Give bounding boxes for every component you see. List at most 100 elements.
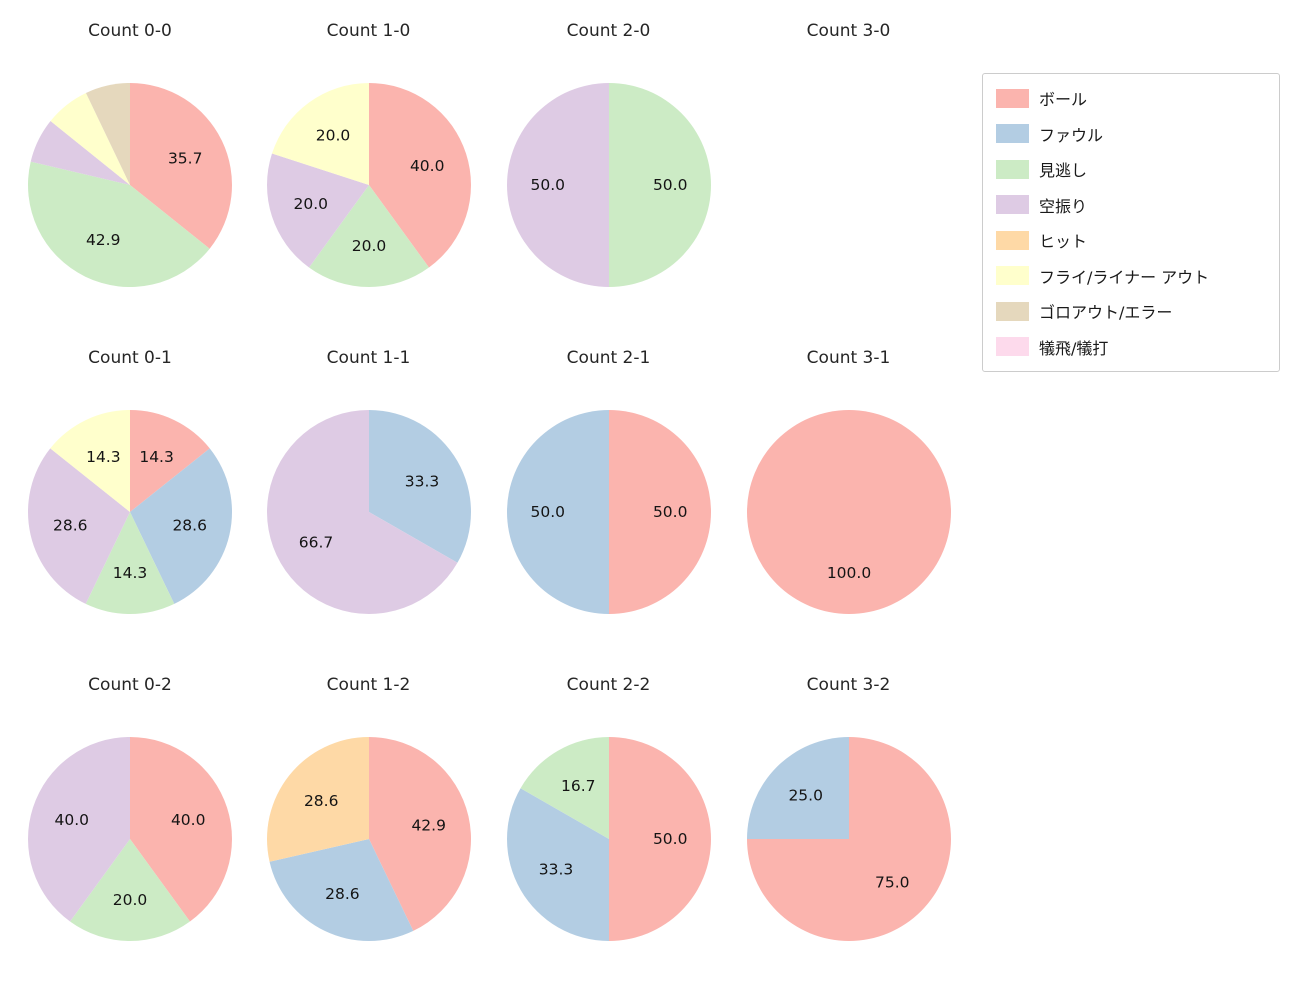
chart-title: Count 0-0	[88, 21, 172, 41]
pie: 40.0 20.0 20.0 20.0	[266, 83, 471, 287]
legend-item: ファウル	[996, 122, 1266, 146]
slice-percentage-label: 20.0	[293, 195, 328, 213]
slice-percentage-label: 33.3	[538, 861, 573, 879]
pie-slice	[506, 788, 609, 941]
pie-slice	[27, 448, 130, 604]
slice-percentage-label: 20.0	[351, 237, 386, 255]
legend-color-swatch	[996, 195, 1029, 214]
slice-percentage-label: 66.7	[298, 534, 333, 552]
pie-slice	[746, 410, 951, 614]
pie-slice	[266, 153, 369, 268]
legend-label: 犠飛/犠打	[1039, 338, 1109, 358]
legend-label: 空振り	[1039, 196, 1088, 216]
pie-slice	[266, 410, 457, 614]
pie-slice	[269, 839, 413, 942]
pie: 50.0 33.3 16.7	[506, 737, 711, 941]
pie: 100.0	[746, 410, 951, 614]
slice-percentage-label: 50.0	[652, 830, 687, 848]
slice-percentage-label: 14.3	[139, 448, 174, 466]
pie-chart-cell: Count 0-2 40.0 20.0 40.0	[10, 671, 250, 959]
legend-color-swatch	[996, 159, 1029, 179]
pie-slice	[70, 839, 190, 941]
pie-chart-cell: Count 0-1 14.3 28.6 14.3 28.6 14.3	[10, 344, 250, 632]
pie-slice	[130, 410, 210, 512]
pie-slice	[368, 410, 471, 563]
slice-percentage-label: 33.3	[404, 472, 439, 490]
chart-title: Count 0-1	[88, 348, 172, 368]
slice-percentage-label: 42.9	[86, 231, 121, 249]
slice-percentage-label: 50.0	[530, 176, 565, 194]
pie-slice	[271, 83, 369, 185]
pie: 14.3 28.6 14.3 28.6 14.3	[27, 410, 233, 615]
slice-percentage-label: 25.0	[788, 787, 823, 805]
pie-chart-cell: Count 2-0 50.0 50.0	[489, 17, 729, 305]
slice-percentage-label: 75.0	[875, 873, 910, 891]
slice-percentage-label: 50.0	[530, 503, 565, 521]
slice-percentage-label: 20.0	[315, 127, 350, 145]
legend-label: ファウル	[1039, 125, 1104, 145]
pie-slice	[368, 737, 471, 931]
legend-label: フライ/ライナー アウト	[1039, 267, 1210, 287]
pie-slice	[28, 737, 131, 922]
legend-label: 見逃し	[1039, 161, 1088, 180]
slice-percentage-label: 20.0	[113, 891, 148, 909]
slice-percentage-label: 100.0	[826, 564, 870, 582]
slice-percentage-label: 14.3	[86, 448, 121, 466]
slice-percentage-label: 40.0	[55, 811, 90, 829]
pie-slice	[506, 83, 609, 287]
chart-title: Count 3-1	[806, 348, 891, 368]
legend-label: ヒット	[1039, 232, 1088, 251]
slice-percentage-label: 40.0	[171, 811, 206, 829]
pie: 50.0 50.0	[506, 83, 711, 287]
pie-slice	[520, 737, 609, 839]
pie-chart-cell: Count 1-0 40.0 20.0 20.0 20.0	[249, 17, 489, 305]
legend-color-swatch	[996, 301, 1029, 321]
legend-item: 見逃し	[996, 157, 1266, 181]
slice-percentage-label: 28.6	[53, 517, 88, 535]
pie-slice	[368, 83, 471, 268]
chart-title: Count 2-1	[566, 348, 651, 368]
slice-percentage-label: 50.0	[652, 503, 687, 521]
pie-chart-cell: Count 1-2 42.9 28.6 28.6	[249, 671, 489, 959]
slice-percentage-label: 40.0	[409, 157, 444, 175]
pie-slice	[30, 121, 130, 185]
pie-slice	[85, 83, 130, 185]
slice-percentage-label: 28.6	[303, 792, 338, 810]
pie-slice	[608, 410, 711, 614]
legend-item: 犠飛/犠打	[996, 335, 1266, 359]
legend-item: フライ/ライナー アウト	[996, 264, 1266, 288]
legend-color-swatch	[996, 88, 1029, 108]
chart-title: Count 0-2	[88, 675, 172, 695]
chart-title: Count 1-0	[326, 21, 411, 41]
slice-percentage-label: 28.6	[172, 517, 207, 535]
slice-percentage-label: 28.6	[325, 885, 360, 903]
chart-title: Count 1-2	[326, 675, 411, 695]
legend-label: ゴロアウト/エラー	[1039, 303, 1173, 322]
legend-item: ヒット	[996, 228, 1266, 252]
legend: ボール ファウル 見逃し 空振り ヒット フライ/ライナー アウト ゴロアウト/エラー 犠飛/…	[982, 73, 1280, 372]
pie-slice	[130, 448, 233, 604]
chart-title: Count 2-0	[566, 21, 651, 41]
slice-percentage-label: 42.9	[411, 816, 446, 834]
chart-title: Count 2-2	[566, 675, 651, 695]
pie-slice	[308, 185, 429, 287]
pie-slice	[746, 737, 849, 839]
pie: 40.0 20.0 40.0	[28, 737, 232, 941]
pie: 50.0 50.0	[506, 410, 711, 614]
pie-chart-cell: Count 3-1 100.0	[729, 344, 969, 632]
slice-percentage-label: 16.7	[561, 777, 596, 795]
pie-slice	[506, 410, 609, 614]
pie: 35.7 42.9	[27, 83, 232, 287]
pie: 33.3 66.7	[266, 410, 471, 614]
slice-percentage-label: 50.0	[652, 176, 687, 194]
chart-title: Count 1-1	[326, 348, 411, 368]
pie-chart-cell: Count 3-0	[729, 17, 969, 45]
pie-chart-cell: Count 3-2 75.0 25.0	[729, 671, 969, 959]
slice-percentage-label: 14.3	[113, 564, 148, 582]
pie: 42.9 28.6 28.6	[266, 737, 471, 942]
pie-chart-cell: Count 2-1 50.0 50.0	[489, 344, 729, 632]
legend-color-swatch	[996, 230, 1029, 250]
pie-slice	[50, 410, 130, 512]
legend-color-swatch	[996, 124, 1029, 143]
